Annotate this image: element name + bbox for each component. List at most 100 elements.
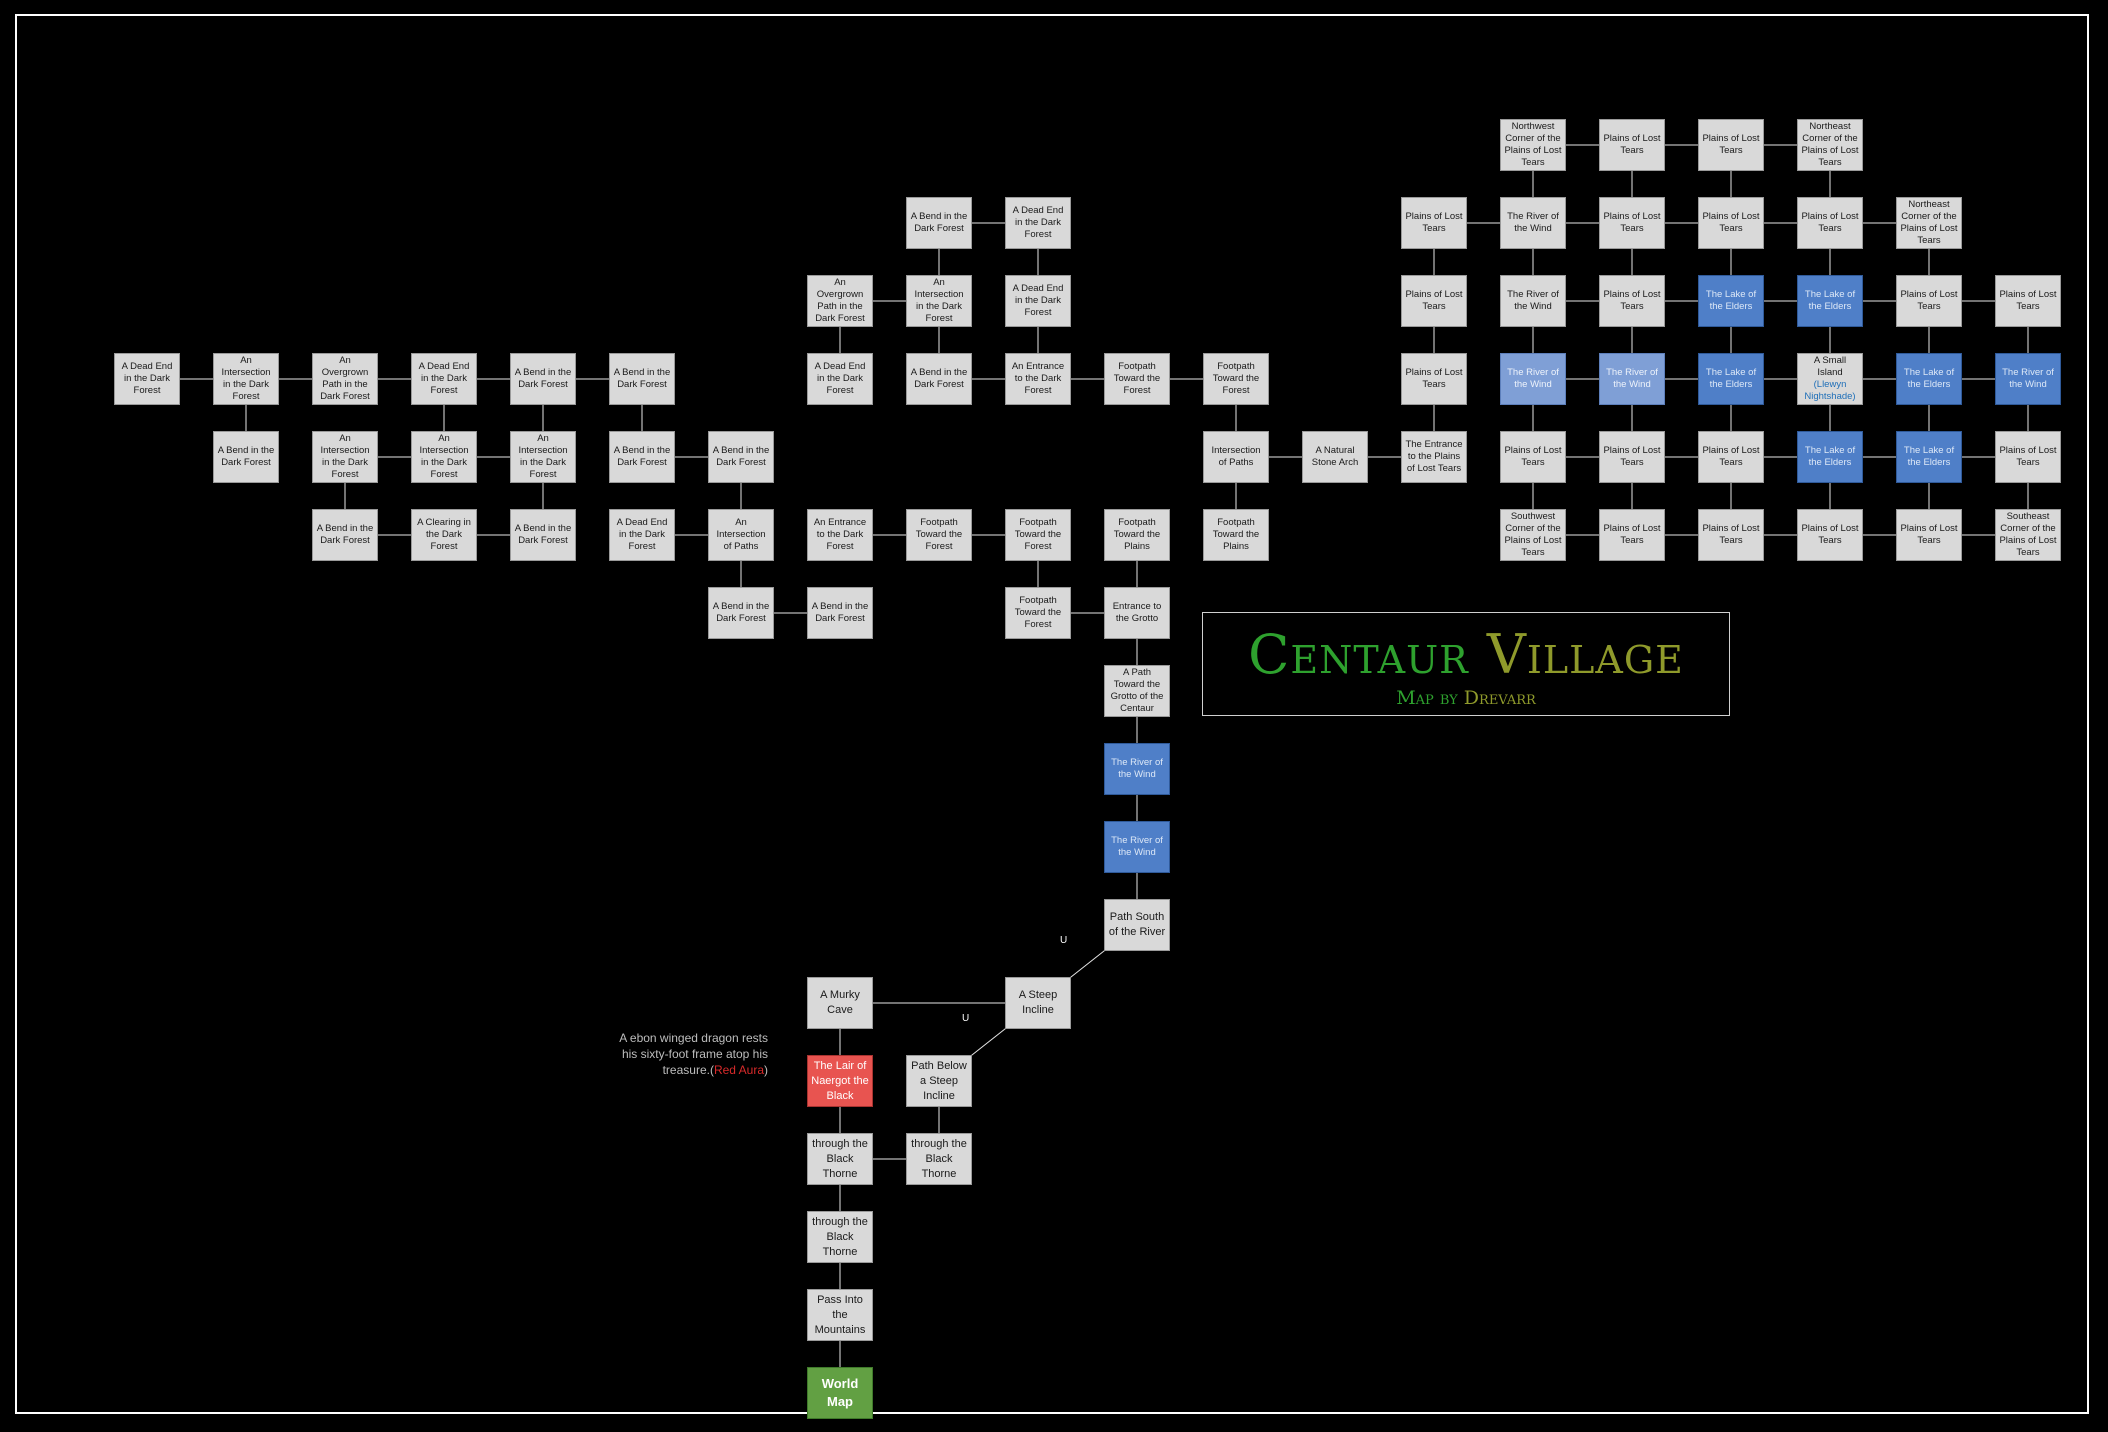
room-p14[interactable]: The Lake of the Elders: [1698, 275, 1764, 327]
room-f12[interactable]: A Natural Stone Arch: [1302, 431, 1368, 483]
room-c12[interactable]: Footpath Toward the Plains: [1203, 509, 1269, 561]
room-p23[interactable]: The Lake of the Elders: [1896, 353, 1962, 405]
room-p35[interactable]: Plains of Lost Tears: [1896, 509, 1962, 561]
room-c10[interactable]: Footpath Toward the Forest: [1005, 509, 1071, 561]
room-p9[interactable]: Plains of Lost Tears: [1797, 197, 1863, 249]
room-label: Plains of Lost Tears: [1504, 445, 1562, 468]
room-f10[interactable]: Footpath Toward the Forest: [1203, 353, 1269, 405]
room-f3[interactable]: An Overgrown Path in the Dark Forest: [807, 275, 873, 327]
room-p5[interactable]: Plains of Lost Tears: [1401, 197, 1467, 249]
room-p1[interactable]: Northwest Corner of the Plains of Lost T…: [1500, 119, 1566, 171]
room-f6[interactable]: A Dead End in the Dark Forest: [807, 353, 873, 405]
room-a2[interactable]: An Intersection in the Dark Forest: [213, 353, 279, 405]
room-p18[interactable]: Plains of Lost Tears: [1401, 353, 1467, 405]
room-g3[interactable]: The River of the Wind: [1104, 821, 1170, 873]
room-p7[interactable]: Plains of Lost Tears: [1599, 197, 1665, 249]
room-a1[interactable]: A Dead End in the Dark Forest: [114, 353, 180, 405]
room-f4[interactable]: An Intersection in the Dark Forest: [906, 275, 972, 327]
room-p16[interactable]: Plains of Lost Tears: [1896, 275, 1962, 327]
room-g1[interactable]: A Path Toward the Grotto of the Centaur: [1104, 665, 1170, 717]
room-p11[interactable]: Plains of Lost Tears: [1401, 275, 1467, 327]
room-p32[interactable]: Plains of Lost Tears: [1599, 509, 1665, 561]
room-c6[interactable]: A Dead End in the Dark Forest: [609, 509, 675, 561]
room-g12[interactable]: Pass Into the Mountains: [807, 1289, 873, 1341]
room-p2[interactable]: Plains of Lost Tears: [1599, 119, 1665, 171]
room-p36[interactable]: Southeast Corner of the Plains of Lost T…: [1995, 509, 2061, 561]
room-label: Plains of Lost Tears: [1603, 289, 1661, 312]
room-d7[interactable]: A Bend in the Dark Forest: [708, 587, 774, 639]
room-g11[interactable]: Pass through the Black Thorne Mountains: [807, 1211, 873, 1263]
room-a3[interactable]: An Overgrown Path in the Dark Forest: [312, 353, 378, 405]
room-b5[interactable]: An Intersection in the Dark Forest: [510, 431, 576, 483]
room-p22[interactable]: A Small Island (Llewyn Nightshade): [1797, 353, 1863, 405]
room-a4[interactable]: A Dead End in the Dark Forest: [411, 353, 477, 405]
room-c8[interactable]: An Entrance to the Dark Forest: [807, 509, 873, 561]
room-label: Plains of Lost Tears: [1801, 211, 1859, 234]
room-label: Plains of Lost Tears: [1900, 289, 1958, 312]
room-f13[interactable]: The Entrance to the Plains of Lost Tears: [1401, 431, 1467, 483]
room-f7[interactable]: A Bend in the Dark Forest: [906, 353, 972, 405]
room-g4[interactable]: Path South of the River: [1104, 899, 1170, 951]
room-p31[interactable]: Southwest Corner of the Plains of Lost T…: [1500, 509, 1566, 561]
room-d8[interactable]: A Bend in the Dark Forest: [807, 587, 873, 639]
room-b7[interactable]: A Bend in the Dark Forest: [708, 431, 774, 483]
room-label: Plains of Lost Tears: [1702, 211, 1760, 234]
room-g7[interactable]: The Lair of Naergot the Black: [807, 1055, 873, 1107]
room-p20[interactable]: The River of the Wind: [1599, 353, 1665, 405]
room-f8[interactable]: An Entrance to the Dark Forest: [1005, 353, 1071, 405]
room-p30[interactable]: Plains of Lost Tears: [1995, 431, 2061, 483]
room-p33[interactable]: Plains of Lost Tears: [1698, 509, 1764, 561]
room-a6[interactable]: A Bend in the Dark Forest: [609, 353, 675, 405]
room-g9[interactable]: Pass through the Black Thorne Mountains: [807, 1133, 873, 1185]
room-label: Entrance to the Grotto: [1112, 601, 1162, 624]
room-p17[interactable]: Plains of Lost Tears: [1995, 275, 2061, 327]
room-p34[interactable]: Plains of Lost Tears: [1797, 509, 1863, 561]
room-p12[interactable]: The River of the Wind: [1500, 275, 1566, 327]
map-title: Centaur Village: [1203, 623, 1729, 686]
room-p3[interactable]: Plains of Lost Tears: [1698, 119, 1764, 171]
room-f5[interactable]: A Dead End in the Dark Forest: [1005, 275, 1071, 327]
room-p8[interactable]: Plains of Lost Tears: [1698, 197, 1764, 249]
room-p24[interactable]: The River of the Wind: [1995, 353, 2061, 405]
room-c11[interactable]: Footpath Toward the Plains: [1104, 509, 1170, 561]
room-c4[interactable]: A Clearing in the Dark Forest: [411, 509, 477, 561]
room-g10[interactable]: Pass through the Black Thorne Mountains: [906, 1133, 972, 1185]
room-p4[interactable]: Northeast Corner of the Plains of Lost T…: [1797, 119, 1863, 171]
room-c5[interactable]: A Bend in the Dark Forest: [510, 509, 576, 561]
room-f11[interactable]: Intersection of Paths: [1203, 431, 1269, 483]
room-label: Southeast Corner of the Plains of Lost T…: [1999, 511, 2057, 558]
room-b3[interactable]: An Intersection in the Dark Forest: [312, 431, 378, 483]
room-c3[interactable]: A Bend in the Dark Forest: [312, 509, 378, 561]
room-f2[interactable]: A Dead End in the Dark Forest: [1005, 197, 1071, 249]
room-d10[interactable]: Footpath Toward the Forest: [1005, 587, 1071, 639]
room-p19[interactable]: The River of the Wind: [1500, 353, 1566, 405]
room-p6[interactable]: The River of the Wind: [1500, 197, 1566, 249]
room-p15[interactable]: The Lake of the Elders: [1797, 275, 1863, 327]
room-label: Pass Into the Mountains: [814, 1293, 866, 1336]
room-g5[interactable]: A Steep Incline: [1005, 977, 1071, 1029]
room-b6[interactable]: A Bend in the Dark Forest: [609, 431, 675, 483]
room-g8[interactable]: Path Below a Steep Incline: [906, 1055, 972, 1107]
room-p28[interactable]: The Lake of the Elders: [1797, 431, 1863, 483]
room-c9[interactable]: Footpath Toward the Forest: [906, 509, 972, 561]
room-p13[interactable]: Plains of Lost Tears: [1599, 275, 1665, 327]
room-f9[interactable]: Footpath Toward the Forest: [1104, 353, 1170, 405]
room-a5[interactable]: A Bend in the Dark Forest: [510, 353, 576, 405]
room-label: Plains of Lost Tears: [1999, 289, 2057, 312]
room-g2[interactable]: The River of the Wind: [1104, 743, 1170, 795]
room-label: Footpath Toward the Forest: [1212, 361, 1260, 396]
room-p26[interactable]: Plains of Lost Tears: [1599, 431, 1665, 483]
room-g13[interactable]: World Map: [807, 1367, 873, 1419]
room-p25[interactable]: Plains of Lost Tears: [1500, 431, 1566, 483]
room-c7[interactable]: An Intersection of Paths: [708, 509, 774, 561]
room-p27[interactable]: Plains of Lost Tears: [1698, 431, 1764, 483]
room-label: A Dead End in the Dark Forest: [616, 517, 668, 552]
room-p10[interactable]: Northeast Corner of the Plains of Lost T…: [1896, 197, 1962, 249]
room-p21[interactable]: The Lake of the Elders: [1698, 353, 1764, 405]
room-b2[interactable]: A Bend in the Dark Forest: [213, 431, 279, 483]
room-f1[interactable]: A Bend in the Dark Forest: [906, 197, 972, 249]
room-g6[interactable]: A Murky Cave: [807, 977, 873, 1029]
room-p29[interactable]: The Lake of the Elders: [1896, 431, 1962, 483]
room-b4[interactable]: An Intersection in the Dark Forest: [411, 431, 477, 483]
room-d11[interactable]: Entrance to the Grotto: [1104, 587, 1170, 639]
